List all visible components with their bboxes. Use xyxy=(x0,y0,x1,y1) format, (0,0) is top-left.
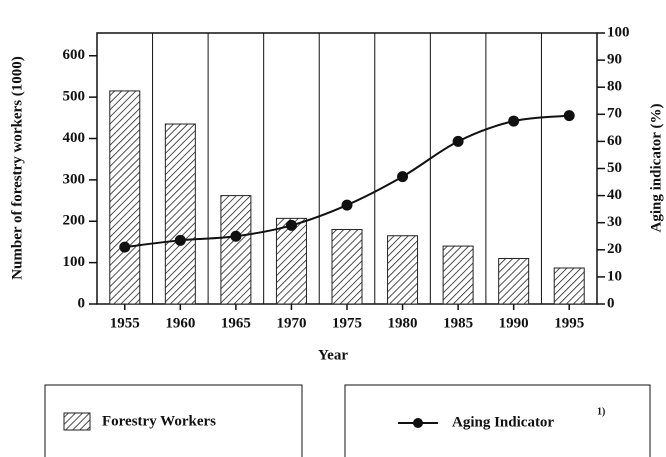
y-axis-label: Number of forestry workers (1000) xyxy=(9,56,25,280)
bar xyxy=(442,245,474,305)
bar xyxy=(387,235,419,305)
bar xyxy=(553,267,585,305)
y-tick-label: 500 xyxy=(63,89,86,105)
y2-tick-label: 20 xyxy=(607,241,622,257)
y2-tick-label: 80 xyxy=(607,79,622,95)
line-marker xyxy=(397,171,409,183)
line-marker xyxy=(119,241,131,253)
line-marker xyxy=(174,234,186,246)
legend-marker xyxy=(413,418,423,428)
legend-label: Forestry Workers xyxy=(102,413,216,429)
y-tick-label: 600 xyxy=(63,47,86,63)
bar xyxy=(220,195,252,305)
y-tick-label: 100 xyxy=(63,254,86,270)
x-tick-label: 1975 xyxy=(332,315,362,331)
y-tick-label: 0 xyxy=(78,295,86,311)
y-tick-label: 300 xyxy=(63,171,86,187)
x-tick-label: 1990 xyxy=(499,315,529,331)
line-marker xyxy=(341,199,353,211)
y2-tick-label: 60 xyxy=(607,133,622,149)
y-tick-label: 400 xyxy=(63,130,86,146)
bar xyxy=(331,229,363,305)
x-tick-label: 1955 xyxy=(110,315,140,331)
legend-label: Aging Indicator xyxy=(452,414,554,430)
y2-tick-label: 0 xyxy=(607,295,615,311)
line-marker xyxy=(230,230,242,242)
line-marker xyxy=(563,110,575,122)
x-tick-label: 1980 xyxy=(388,315,418,331)
bar xyxy=(109,90,141,305)
y2-tick-label: 70 xyxy=(607,106,622,122)
y2-tick-label: 10 xyxy=(607,268,622,284)
x-tick-label: 1970 xyxy=(276,315,306,331)
line-marker xyxy=(285,219,297,231)
y2-tick-label: 30 xyxy=(607,214,622,230)
x-tick-label: 1985 xyxy=(443,315,473,331)
y2-tick-label: 40 xyxy=(607,187,622,203)
y2-tick-label: 100 xyxy=(607,24,630,40)
line-marker xyxy=(508,115,520,127)
bar xyxy=(164,123,196,305)
bar xyxy=(275,217,307,305)
bar xyxy=(498,257,530,305)
x-tick-label: 1965 xyxy=(221,315,251,331)
y-tick-label: 200 xyxy=(63,213,86,229)
y2-tick-label: 50 xyxy=(607,160,622,176)
legend-swatch xyxy=(63,412,91,431)
x-axis-label: Year xyxy=(318,347,348,363)
legend-box xyxy=(44,384,303,457)
x-tick-label: 1995 xyxy=(554,315,584,331)
legend-box xyxy=(344,384,651,457)
x-tick-label: 1960 xyxy=(165,315,195,331)
y2-tick-label: 90 xyxy=(607,52,622,68)
legend-note: 1) xyxy=(597,406,605,417)
y2-axis-label: Aging indicator (%) xyxy=(648,104,664,233)
line-marker xyxy=(452,135,464,147)
